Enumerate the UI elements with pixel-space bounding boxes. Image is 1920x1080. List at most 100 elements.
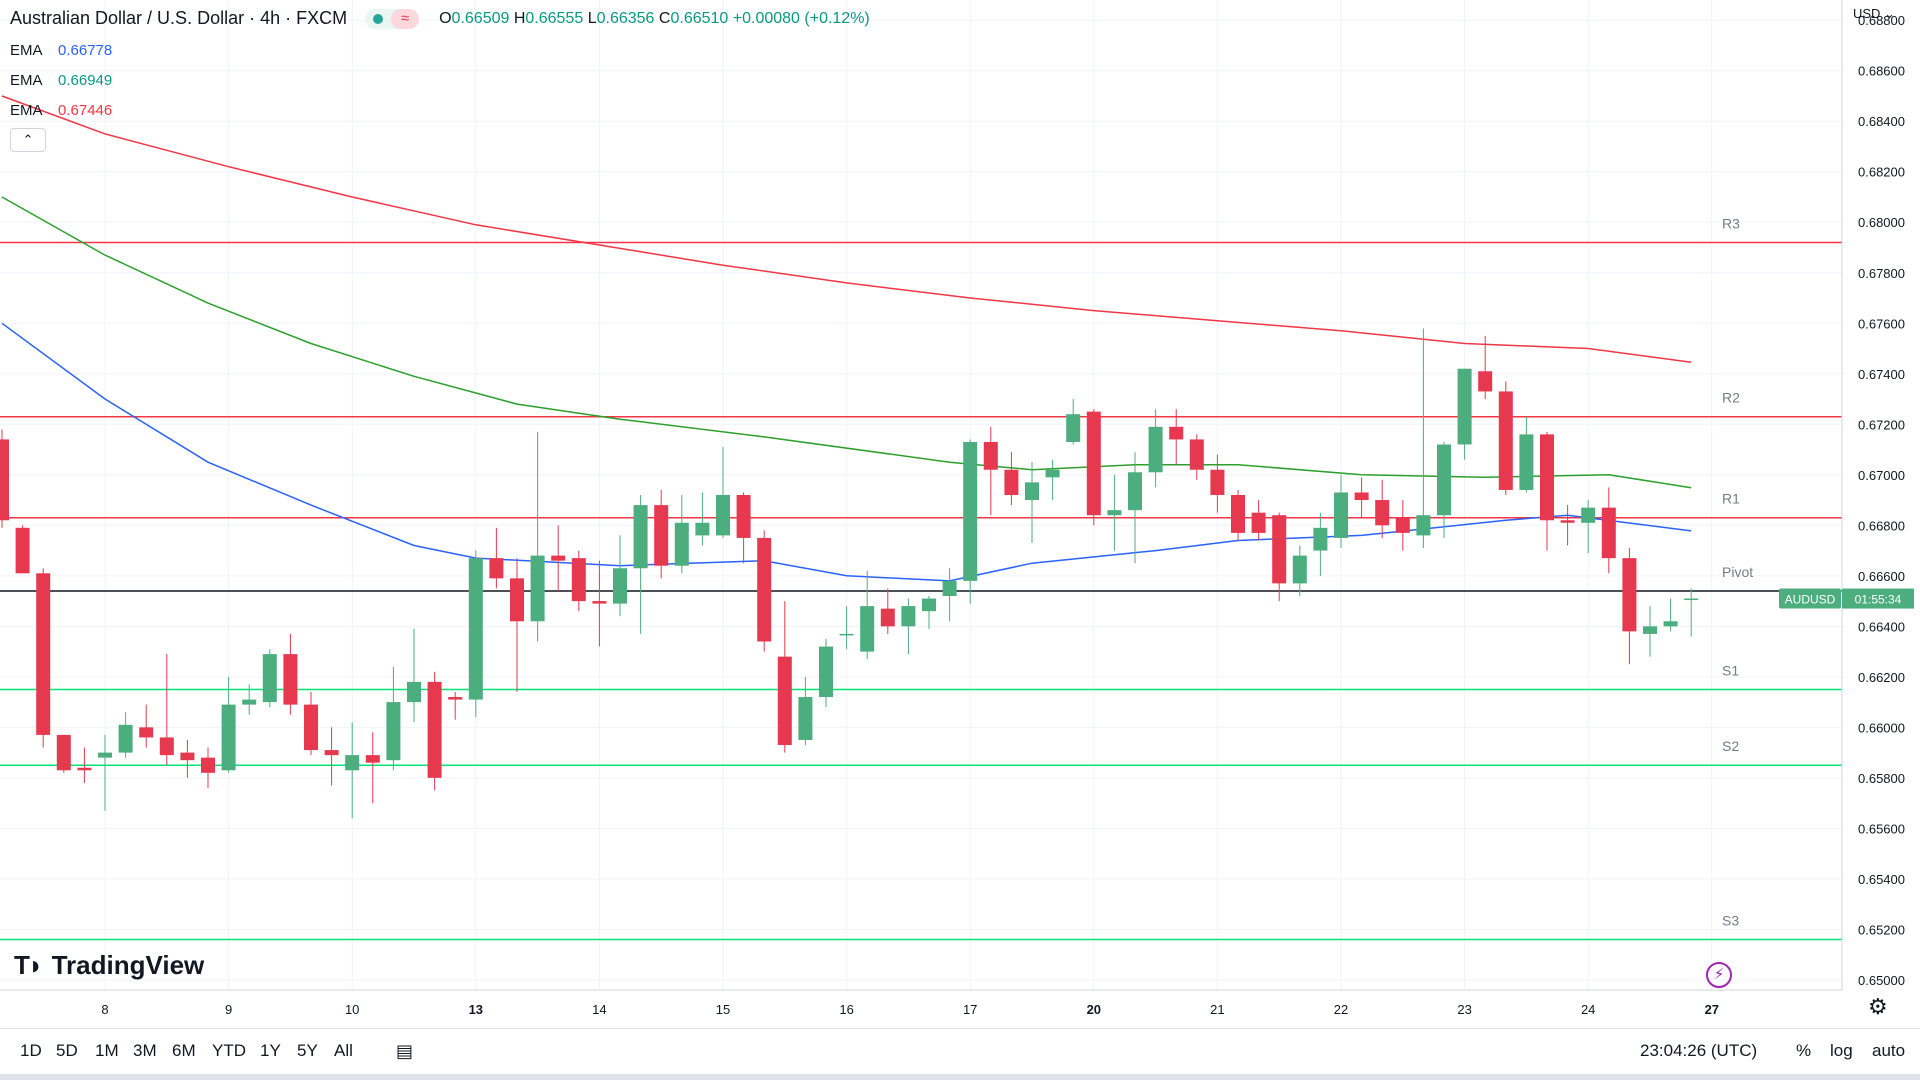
tradingview-logo[interactable]: T◗ TradingView [14, 950, 205, 980]
level-label-r1: R1 [1722, 491, 1740, 507]
range-all[interactable]: All [334, 1041, 353, 1060]
candle-body [242, 699, 257, 705]
candle-body [571, 558, 586, 602]
candle-body [880, 608, 895, 627]
candle-body [15, 527, 30, 574]
percent-toggle[interactable]: % [1796, 1041, 1812, 1060]
candle-body [1643, 626, 1657, 634]
price-tick-label: 0.66800 [1858, 518, 1905, 533]
candle-body [1189, 439, 1204, 470]
level-label-pivot: Pivot [1722, 564, 1753, 580]
price-tick-label: 0.67400 [1858, 367, 1905, 382]
range-6m[interactable]: 6M [172, 1041, 196, 1060]
candle-body [510, 578, 524, 622]
gear-icon[interactable]: ⚙ [1868, 994, 1888, 1019]
candle-body [98, 752, 112, 758]
range-ytd[interactable]: YTD [212, 1041, 246, 1060]
price-tick-label: 0.66200 [1858, 670, 1905, 685]
candle-body [1375, 500, 1390, 526]
candle-body [1169, 426, 1184, 440]
price-axis-bg [1842, 0, 1920, 990]
candle-body [613, 568, 627, 604]
tradingview-mark-icon: T◗ [14, 950, 44, 980]
price-tick-label: 0.68600 [1858, 64, 1905, 79]
horizontal-scrollbar[interactable] [0, 1074, 1920, 1080]
candle-body [139, 727, 154, 738]
candle-body [468, 558, 483, 700]
range-5d[interactable]: 5D [56, 1041, 78, 1060]
utc-clock[interactable]: 23:04:26 (UTC) [1640, 1041, 1758, 1060]
range-5y[interactable]: 5Y [297, 1041, 318, 1060]
level-label-r3: R3 [1722, 215, 1740, 231]
range-1y[interactable]: 1Y [260, 1041, 281, 1060]
candle-body [736, 495, 751, 538]
candle-body [56, 734, 71, 771]
candle-body [1251, 512, 1266, 533]
ema-legend-mid[interactable]: EMA 0.66949 [10, 72, 113, 89]
level-label-s3: S3 [1722, 912, 1739, 928]
candle-body [1354, 492, 1369, 501]
market-status[interactable]: ≈ [365, 8, 420, 29]
symbol-title[interactable]: Australian Dollar / U.S. Dollar · 4h · F… [10, 8, 348, 28]
currency-selector[interactable]: USD ⌄ [1853, 6, 1895, 21]
candle-body [407, 681, 421, 703]
price-tick-label: 0.68200 [1858, 165, 1905, 180]
candle-body [118, 724, 133, 753]
candle-body [819, 646, 833, 698]
calendar-icon[interactable]: ▤ [396, 1041, 414, 1061]
candle-body [262, 654, 277, 703]
price-tick-label: 0.66400 [1858, 619, 1905, 634]
candle-body [1395, 517, 1410, 533]
candle-body [716, 495, 730, 536]
wave-icon[interactable]: ≈ [391, 8, 420, 29]
price-tick-label: 0.65800 [1858, 771, 1905, 786]
time-tick-label: 17 [963, 1002, 977, 1017]
candle-body [777, 656, 792, 746]
candle-body [283, 654, 298, 705]
level-label-s2: S2 [1722, 738, 1739, 754]
candle-body [983, 441, 998, 470]
price-tick-label: 0.65400 [1858, 872, 1905, 887]
candle-body [221, 704, 236, 771]
time-tick-label: 15 [716, 1002, 730, 1017]
lightning-icon[interactable]: ⚡ [1706, 962, 1732, 988]
candle-body [324, 750, 339, 756]
candle-body [633, 505, 648, 569]
price-axis: 0.65000 0.65200 0.65400 0.65600 0.65800 0.660… [1841, 0, 1920, 990]
candle-body [448, 697, 463, 700]
candle-body [1313, 527, 1328, 551]
level-label-s1: S1 [1722, 662, 1739, 678]
range-3m[interactable]: 3M [133, 1041, 157, 1060]
range-1d[interactable]: 1D [20, 1041, 42, 1060]
candle-body [1684, 598, 1699, 601]
chevron-up-icon[interactable]: ⌃ [10, 128, 46, 152]
candle-body [386, 702, 401, 761]
time-tick-label: 9 [225, 1002, 232, 1017]
symbol-tag-bg [1779, 588, 1841, 609]
time-tick-label: 8 [101, 1002, 108, 1017]
auto-toggle[interactable]: auto [1872, 1041, 1906, 1060]
candle-body [1663, 621, 1678, 627]
time-tick-label: 10 [345, 1002, 359, 1017]
time-tick-label: 23 [1457, 1002, 1471, 1017]
candle-body [839, 633, 854, 636]
chart-header: Australian Dollar / U.S. Dollar · 4h · F… [10, 8, 870, 29]
countdown-tag-label: 01:55:34 [1855, 593, 1902, 607]
time-tick-label: 13 [469, 1002, 483, 1017]
ema-legend-slow[interactable]: EMA 0.67446 [10, 102, 113, 119]
candle-body [1128, 472, 1142, 511]
candle-body [798, 697, 813, 740]
candle-body [36, 573, 51, 735]
time-tick-label: 21 [1210, 1002, 1224, 1017]
ema-legend-fast[interactable]: EMA 0.66778 [10, 42, 113, 59]
log-toggle[interactable]: log [1830, 1041, 1853, 1060]
candle-body [1498, 391, 1513, 490]
time-tick-label: 24 [1581, 1002, 1595, 1017]
range-1m[interactable]: 1M [95, 1041, 119, 1060]
price-tick-label: 0.65000 [1858, 973, 1905, 988]
candle-body [1148, 426, 1163, 473]
time-tick-label: 16 [839, 1002, 853, 1017]
candle-body [654, 505, 669, 566]
candle-body [1004, 469, 1019, 495]
